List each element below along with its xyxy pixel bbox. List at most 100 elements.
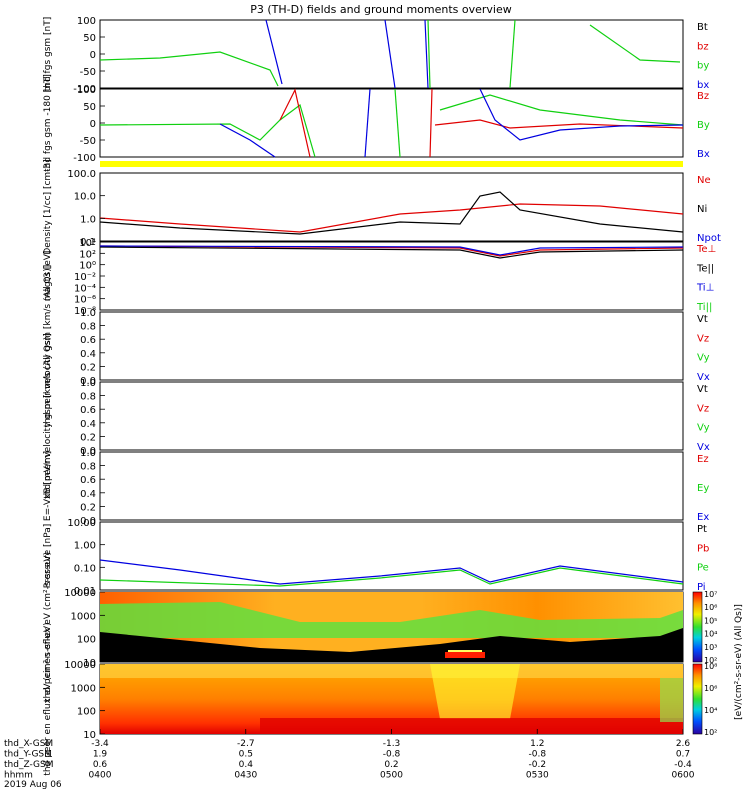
y-tick-label: 10.00: [67, 518, 96, 529]
colorbar-tick-label: 10⁶: [704, 603, 717, 612]
legend-label: Vx: [697, 442, 710, 453]
y-tick-label: 100.0: [67, 169, 96, 180]
legend-label: bz: [697, 41, 709, 52]
y-tick-label: 10: [83, 730, 96, 741]
y-tick-label: 10000: [64, 588, 96, 599]
legend-label: Npot: [697, 233, 721, 244]
fgs-by-trace-4: [589, 24, 681, 63]
x-axis-row-label: thd_X-GSM: [4, 739, 53, 749]
y-tick-label: 1.00: [74, 541, 96, 552]
x-tick-label: 0430: [234, 771, 257, 781]
colorbar-tick-label: 10⁴: [704, 630, 717, 639]
colorbar-title: [eV/(cm²-s-sr-eV) (All Qs)]: [734, 604, 744, 720]
y-tick-label: 0.10: [74, 563, 96, 574]
y-tick-label: 100: [77, 707, 96, 718]
y-tick-label: 10⁴: [79, 238, 96, 249]
y-tick-label: 0: [90, 119, 96, 130]
x-tick-label: -0.8: [383, 750, 401, 760]
y-tick-label: 1.0: [80, 214, 96, 225]
y-axis-label: Density [1/cc] [cm-3]: [43, 159, 53, 254]
ion-spectrogram-black-region: [100, 628, 683, 662]
fgs2-by-trace-3: [439, 94, 684, 126]
panel-frame: [99, 241, 684, 311]
y-tick-label: 10⁻⁴: [74, 283, 96, 294]
y-tick-label: 1.0: [80, 308, 96, 319]
x-tick-label: 0.2: [384, 760, 398, 770]
fgs-bx-trace-2: [384, 19, 396, 89]
x-tick-label: 0530: [526, 771, 549, 781]
y-tick-label: 1000: [71, 611, 96, 622]
yellow-status-bar: [100, 161, 683, 167]
y-tick-label: -100: [73, 84, 96, 95]
y-tick-label: 0.0: [80, 516, 96, 527]
temp-ti-trace: [99, 245, 684, 256]
legend-label: Vz: [697, 403, 709, 414]
y-tick-label: -100: [73, 153, 96, 164]
y-axis-label: Pressure [nPa]: [43, 524, 53, 589]
legend-label: Pi: [697, 582, 706, 593]
density-ni-trace: [99, 191, 684, 235]
colorbar-electrons: [692, 663, 703, 735]
colorbar-tick-label: 10⁶: [704, 684, 717, 693]
y-tick-label: 1.0: [80, 448, 96, 459]
density-ne-trace: [99, 203, 684, 233]
legend-label: Vy: [697, 423, 710, 434]
x-tick-label: 0600: [672, 771, 695, 781]
colorbar-tick-label: 10⁷: [704, 590, 717, 599]
fgs-bx-trace-3: [424, 19, 429, 89]
x-tick-label: 0.4: [239, 760, 254, 770]
y-tick-label: 0.6: [80, 335, 96, 346]
y-tick-label: -50: [80, 67, 96, 78]
y-axis-label: magt3 [eV]: [43, 251, 53, 302]
y-tick-label: 0.0: [80, 376, 96, 387]
y-tick-label: 10: [83, 658, 96, 669]
y-axis-label: thd peer velocity gsm [km/s (All Qs)]: [43, 333, 53, 499]
electron-spectrogram-red-base: [260, 718, 683, 734]
y-tick-label: 10000: [64, 660, 96, 671]
legend-label: Pe: [697, 563, 709, 574]
y-tick-label: 0.01: [74, 586, 96, 597]
data-traces: [99, 19, 684, 734]
electron-spectrogram-center-feature: [430, 664, 520, 719]
y-tick-label: 100: [77, 635, 96, 646]
y-tick-label: 0.2: [80, 432, 96, 443]
legend-label: By: [697, 120, 710, 131]
x-tick-label: 1.9: [93, 750, 108, 760]
legend-label: Ni: [697, 204, 707, 215]
x-tick-label: -3.4: [91, 739, 109, 749]
panel-frame: [99, 311, 684, 381]
y-tick-label: 0.4: [80, 489, 96, 500]
fgs2-bx-trace-2: [364, 88, 371, 158]
colorbar-tick-label: 10⁴: [704, 706, 717, 715]
x-tick-label: 1.2: [530, 739, 544, 749]
fgs-by-trace-3: [509, 19, 516, 89]
y-tick-label: 0.0: [80, 446, 96, 457]
x-tick-label: -0.2: [529, 760, 547, 770]
legend-label: Ne: [697, 175, 711, 186]
legend-label: Bx: [697, 149, 710, 160]
y-tick-label: 0.2: [80, 362, 96, 373]
y-axis-label: thd peir en eflux eV (cm²-s-sr-eV): [43, 552, 53, 702]
colorbar-ions: [692, 591, 703, 663]
colorbar-tick-label: 10²: [704, 728, 717, 737]
legend-label: Bt: [697, 22, 708, 33]
legend-label: Te⊥: [696, 244, 716, 255]
electron-spectrogram-top-band: [100, 664, 683, 678]
y-axis-label: thd fgs gsm [nT]: [43, 17, 53, 92]
y-tick-label: 10²: [79, 249, 96, 260]
legend-label: Vt: [697, 384, 708, 395]
x-tick-label: 0.5: [239, 750, 253, 760]
fgs2-bz-trace-2: [429, 88, 433, 158]
y-tick-label: 0.8: [80, 392, 96, 403]
y-tick-label: 0.8: [80, 462, 96, 473]
fgs-bx-trace: [265, 19, 283, 85]
colorbar-tick-label: 10³: [704, 643, 717, 652]
x-axis-row-label: hhmm: [4, 771, 33, 781]
y-tick-label: 0.2: [80, 502, 96, 513]
legend-label: Vz: [697, 333, 709, 344]
fgs2-bz-trace: [279, 88, 311, 158]
fgs2-bx-trace: [219, 123, 276, 158]
x-tick-label: -0.8: [529, 750, 547, 760]
y-tick-label: -50: [80, 136, 96, 147]
